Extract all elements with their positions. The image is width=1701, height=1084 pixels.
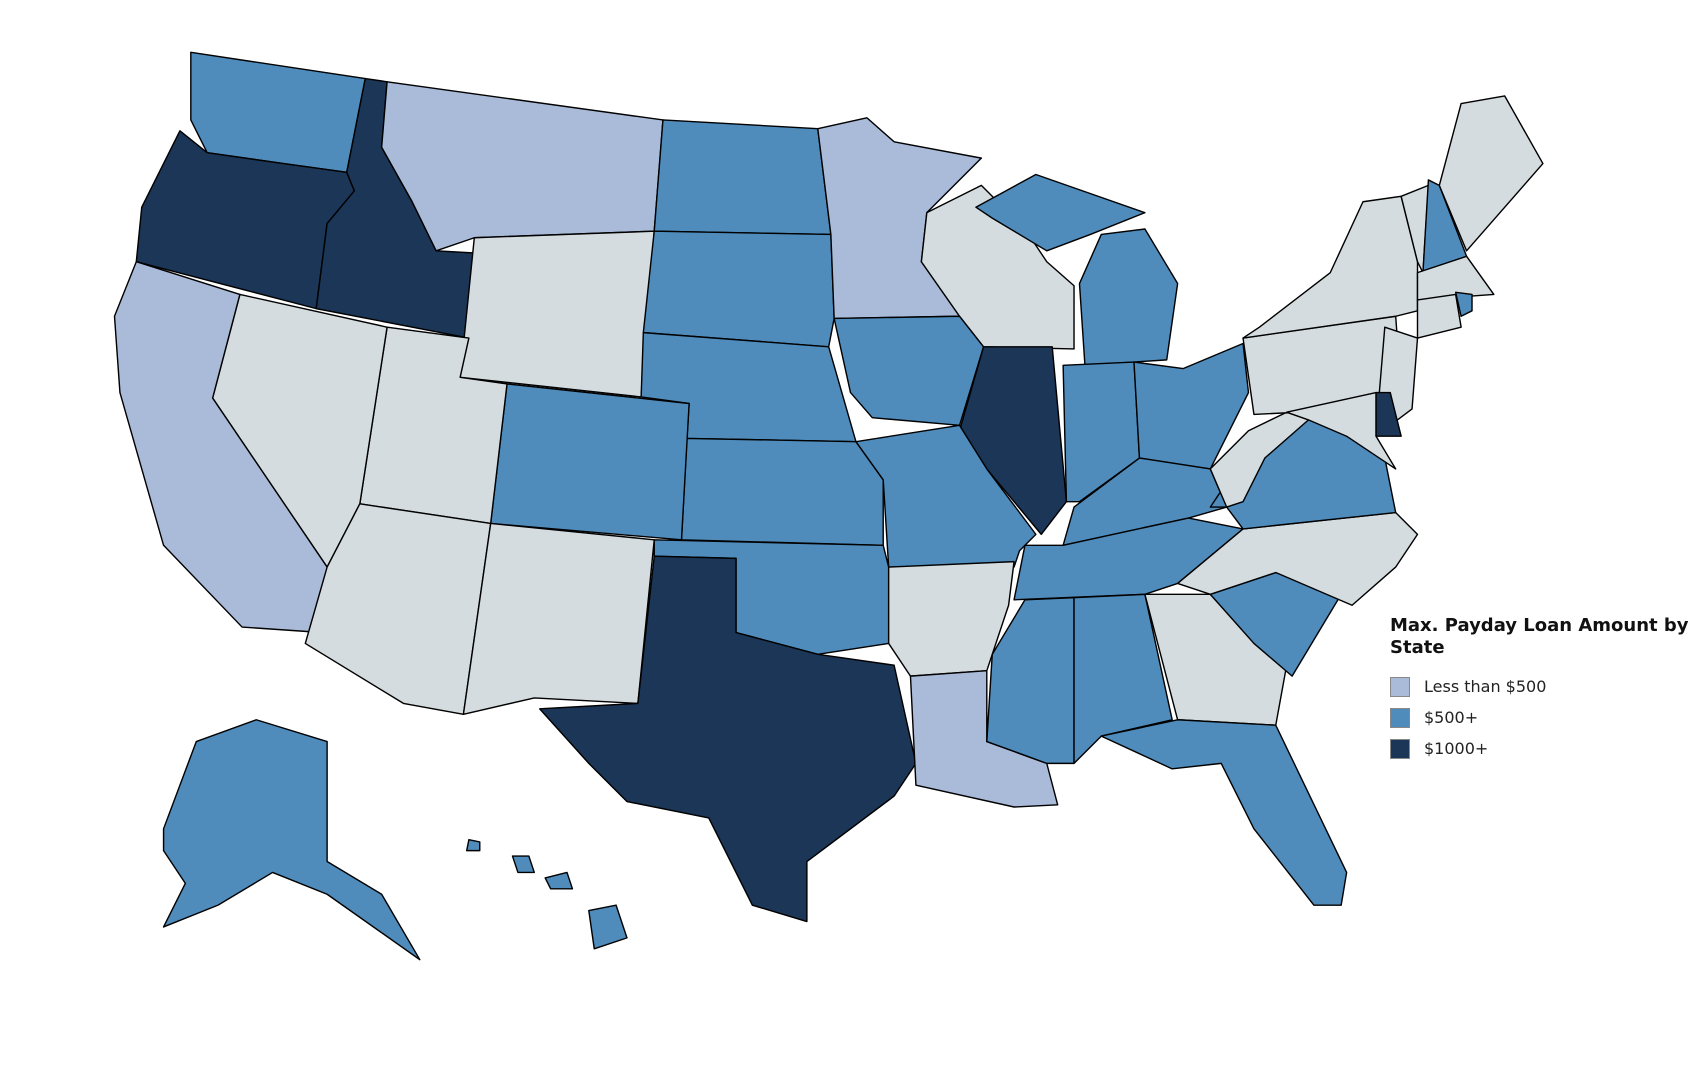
legend-swatch [1390, 707, 1410, 728]
legend-label: $500+ [1424, 708, 1479, 727]
state [653, 119, 832, 236]
state [459, 230, 655, 398]
state [833, 315, 985, 427]
state [680, 437, 884, 546]
state [975, 173, 1146, 252]
state [539, 555, 917, 923]
legend-title: Max. Payday Loan Amount by State [1390, 615, 1689, 658]
legend-item: $500+ [1390, 702, 1690, 733]
legend-item: $1000+ [1390, 733, 1690, 764]
state [1375, 391, 1402, 437]
state [1438, 95, 1544, 252]
state [1416, 293, 1462, 339]
state [909, 669, 1059, 808]
legend-swatch [1390, 676, 1410, 697]
state [462, 522, 655, 716]
state [465, 839, 481, 852]
state [489, 383, 690, 541]
state [588, 904, 628, 950]
state [1454, 291, 1473, 317]
state [511, 855, 535, 874]
legend-label: $1000+ [1424, 739, 1489, 758]
state [1078, 228, 1179, 367]
state [380, 81, 664, 252]
state [855, 424, 1037, 568]
state [162, 719, 421, 961]
state [544, 871, 574, 890]
state [1416, 255, 1495, 301]
legend: Max. Payday Loan Amount by State Less th… [1390, 615, 1690, 764]
state [1242, 195, 1419, 339]
legend-item: Less than $500 [1390, 671, 1690, 702]
legend-label: Less than $500 [1424, 677, 1547, 696]
state [1209, 411, 1310, 508]
state [642, 230, 835, 348]
legend-items: Less than $500 $500+ $1000+ [1390, 671, 1690, 764]
state [1144, 593, 1288, 726]
legend-swatch [1390, 738, 1410, 759]
state [1100, 719, 1348, 906]
